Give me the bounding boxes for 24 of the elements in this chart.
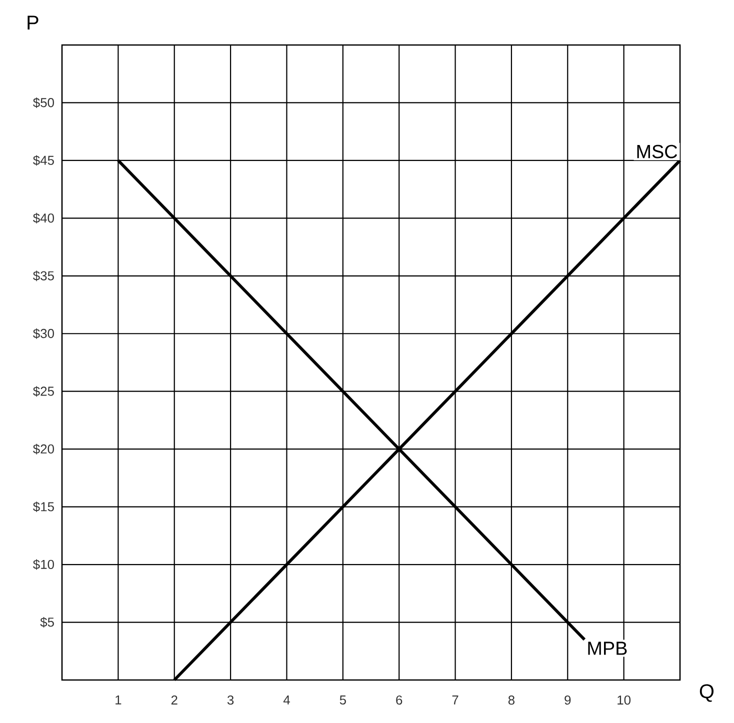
y-tick-label: $40	[33, 212, 54, 224]
y-tick-label: $50	[33, 97, 54, 108]
series-label: MSC	[637, 144, 678, 158]
y-tick-label: $15	[33, 502, 54, 512]
y-tick-label: $35	[33, 270, 54, 282]
y-tick-label: $20	[33, 444, 54, 454]
x-tick-label: 10	[618, 695, 631, 705]
x-tick-label: 2	[171, 695, 178, 705]
x-axis-title: Q	[700, 684, 714, 702]
y-axis-title: P	[28, 16, 38, 30]
x-tick-label: 7	[452, 695, 458, 704]
x-tick-label: 8	[508, 695, 514, 705]
x-tick-label: 1	[116, 695, 122, 704]
y-tick-label: $5	[40, 617, 54, 628]
y-tick-label: $30	[33, 328, 54, 339]
series-label: MPB	[588, 642, 627, 655]
x-tick-label: 9	[564, 695, 571, 705]
y-tick-label: $25	[33, 386, 54, 397]
y-tick-label: $10	[33, 559, 54, 570]
y-tick-label: $45	[33, 155, 54, 166]
x-tick-label: 5	[340, 695, 346, 705]
x-tick-label: 3	[227, 695, 234, 705]
x-tick-label: 6	[396, 695, 402, 705]
x-tick-label: 4	[283, 695, 290, 704]
